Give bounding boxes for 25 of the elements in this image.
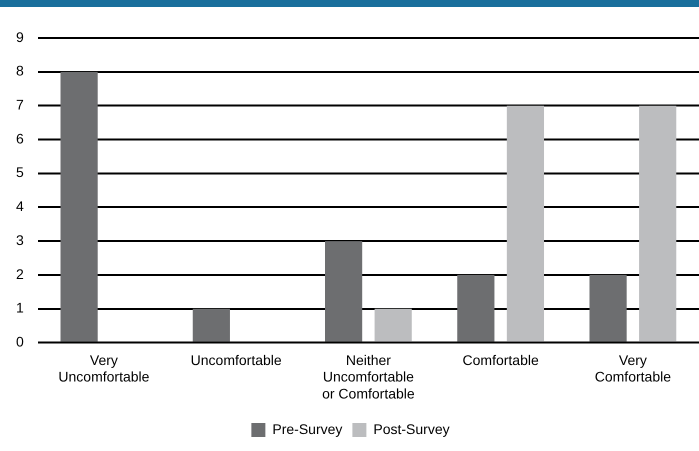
bar: [325, 241, 362, 342]
y-tick-label: 5: [16, 164, 24, 180]
x-tick-label: Neither Uncomfortable or Comfortable: [322, 352, 415, 402]
y-tick-label: 1: [16, 300, 24, 316]
y-tick-label: 7: [16, 96, 24, 113]
x-tick-label: Very Comfortable: [594, 352, 672, 385]
bar: [60, 72, 98, 342]
y-tick-label: 4: [16, 198, 24, 214]
bar: [374, 308, 412, 342]
x-tick-label: Comfortable: [462, 352, 539, 368]
y-tick-label: 3: [16, 232, 24, 248]
x-tick-label: Very Uncomfortable: [58, 352, 150, 385]
bar: [457, 274, 494, 342]
x-tick-label: Uncomfortable: [190, 352, 282, 368]
bar: [506, 106, 544, 342]
legend-label: Pre-Survey: [272, 420, 342, 437]
y-tick-label: 2: [16, 266, 24, 282]
y-tick-label: 6: [16, 130, 24, 146]
bar: [589, 274, 627, 342]
bar: [192, 308, 230, 342]
y-tick-label: 8: [16, 62, 24, 79]
y-tick-label: 9: [16, 28, 24, 45]
bar: [639, 106, 676, 342]
legend-label: Post-Survey: [373, 420, 450, 437]
y-tick-label: 0: [16, 333, 24, 350]
